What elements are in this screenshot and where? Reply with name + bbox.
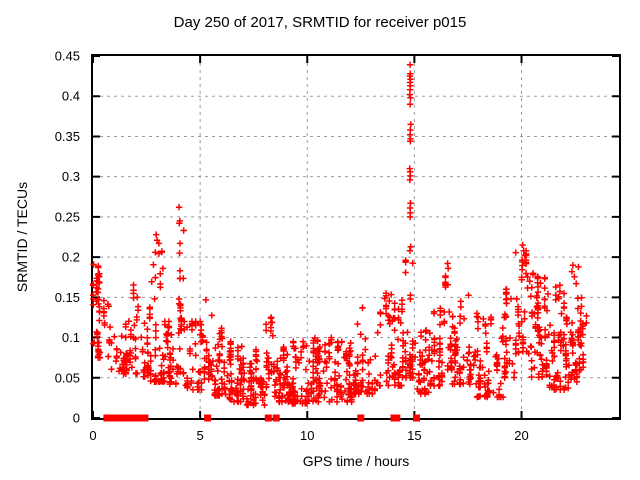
chart-title: Day 250 of 2017, SRMTID for receiver p01…: [173, 14, 467, 31]
scatter-points: [89, 61, 590, 409]
y-tick-label: 0.45: [55, 49, 80, 64]
y-tick-label: 0: [73, 411, 80, 426]
y-axis-label: SRMTID / TECUs: [14, 181, 30, 293]
y-tick-label: 0.35: [55, 129, 80, 144]
baseline-flag-squares: [103, 414, 421, 422]
x-tick-label: 10: [300, 428, 314, 443]
y-tick-label: 0.15: [55, 290, 80, 305]
x-axis-label: GPS time / hours: [302, 453, 410, 469]
x-tick-label: 20: [514, 428, 528, 443]
x-tick-label: 5: [197, 428, 204, 443]
x-tick-label: 0: [89, 428, 96, 443]
y-tick-label: 0.25: [55, 209, 80, 224]
y-tick-label: 0.4: [62, 89, 80, 104]
x-tick-label: 15: [407, 428, 421, 443]
y-tick-label: 0.1: [62, 330, 80, 345]
y-tick-label: 0.05: [55, 370, 80, 385]
y-tick-label: 0.2: [62, 250, 80, 265]
y-tick-label: 0.3: [62, 169, 80, 184]
plot-border: [91, 54, 621, 420]
